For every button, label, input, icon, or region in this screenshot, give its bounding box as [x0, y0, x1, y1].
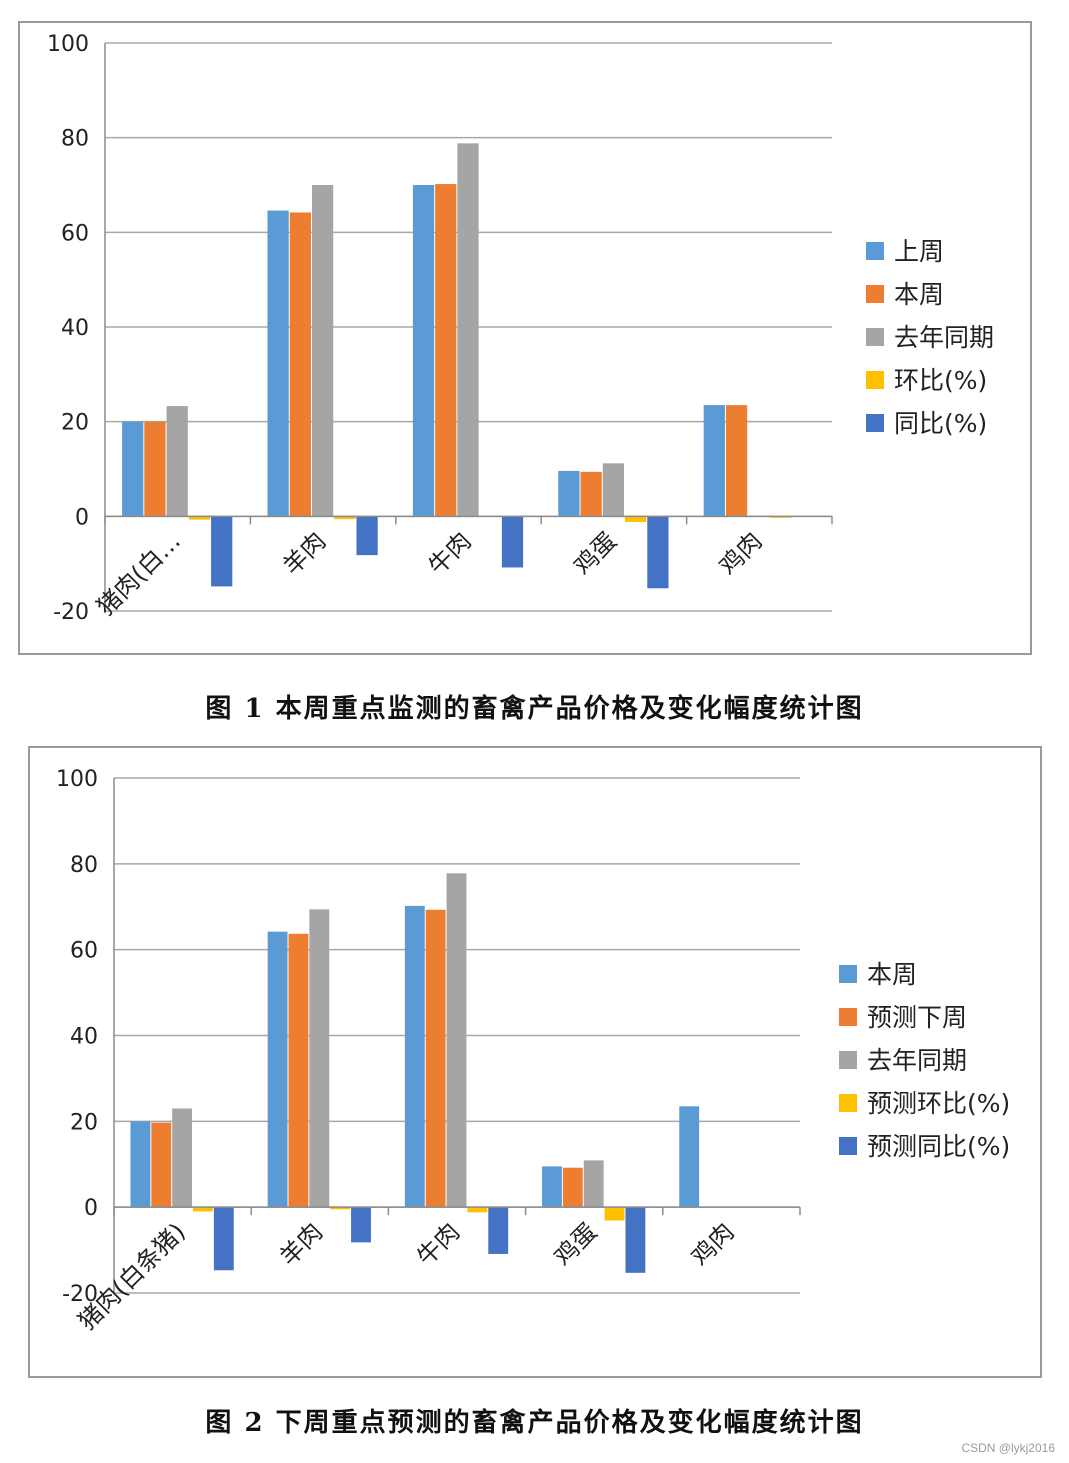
chart-1-bar-s1-c4	[725, 405, 748, 517]
chart-1-frame	[18, 21, 1032, 655]
chart-1-y-tick-label: 60	[61, 221, 89, 246]
chart-2-legend-swatch	[839, 1008, 857, 1026]
chart-1-y-tick-label: 20	[61, 411, 89, 436]
chart-2-bar-s4-c3	[625, 1207, 646, 1273]
chart-1-legend-label: 上周	[894, 237, 944, 266]
chart-2-legend-swatch	[839, 965, 857, 983]
chart-2-bar-s0-c0	[130, 1121, 151, 1208]
chart-1-legend-label: 去年同期	[894, 323, 994, 352]
chart-2-legend-label: 预测同比(%)	[867, 1132, 1010, 1161]
chart-1-bar-s3-c0	[188, 516, 211, 520]
chart-2-bar-s4-c2	[488, 1207, 509, 1254]
chart-1-y-tick-label: 40	[61, 316, 89, 341]
chart-1-bar-s2-c2	[457, 143, 479, 517]
chart-2-bar-s4-c1	[351, 1207, 371, 1243]
chart-1-legend-swatch	[866, 285, 884, 303]
chart-2-bar-s1-c0	[151, 1122, 172, 1208]
chart-1-legend-label: 环比(%)	[894, 366, 987, 395]
chart-2-bar-s3-c3	[604, 1207, 625, 1221]
chart-1-legend-swatch	[866, 414, 884, 432]
chart-2-y-tick-label: 60	[70, 939, 98, 964]
chart-1-bar-s4-c1	[356, 516, 378, 556]
chart-2-bar-s2-c0	[172, 1108, 193, 1208]
chart-2-y-tick-label: 20	[70, 1110, 98, 1135]
chart-1-bar-s1-c3	[580, 471, 602, 517]
chart-2-y-tick-label: 40	[70, 1025, 98, 1050]
chart-2-bar-s1-c2	[425, 909, 446, 1208]
chart-1-legend-swatch	[866, 328, 884, 346]
chart-1-bar-s3-c3	[625, 516, 647, 523]
chart-2-legend-label: 预测下周	[867, 1003, 967, 1032]
chart-2-y-tick-label: 100	[56, 767, 98, 792]
chart-1-legend-swatch	[866, 371, 884, 389]
chart-2-bar-s0-c4	[679, 1106, 700, 1208]
chart-1-bar-s2-c0	[166, 406, 188, 517]
chart-2-y-tick-label: -20	[62, 1282, 98, 1307]
chart-1-bar-s1-c2	[435, 184, 457, 517]
chart-2-legend-label: 去年同期	[867, 1046, 967, 1075]
chart-2-bar-s1-c1	[288, 933, 309, 1208]
chart-2-bar-s2-c1	[309, 909, 330, 1208]
chart-1-bar-s0-c3	[558, 470, 580, 517]
chart-1-bar-s4-c0	[211, 516, 233, 587]
chart-2-bar-s0-c3	[542, 1166, 562, 1208]
chart-2-legend-swatch	[839, 1051, 857, 1069]
chart-2-bar-s0-c1	[267, 931, 288, 1208]
chart-2-bar-s4-c0	[213, 1207, 234, 1271]
chart-1-legend-label: 本周	[894, 280, 944, 309]
chart-2-legend-label: 预测环比(%)	[867, 1089, 1010, 1118]
chart-2-y-tick-label: 80	[70, 853, 98, 878]
chart-2-caption: 图 2 下周重点预测的畜禽产品价格及变化幅度统计图	[205, 1408, 864, 1438]
chart-1-legend-label: 同比(%)	[894, 409, 987, 438]
chart-1-bar-s3-c1	[334, 516, 356, 520]
chart-1-bar-s0-c1	[267, 210, 289, 517]
chart-2-bar-s3-c2	[467, 1207, 488, 1213]
chart-1-caption: 图 1 本周重点监测的畜禽产品价格及变化幅度统计图	[205, 694, 864, 724]
chart-2-bar-s2-c2	[446, 873, 467, 1208]
chart-1-bar-s0-c2	[412, 185, 435, 517]
chart-1-bar-s2-c1	[311, 185, 334, 517]
chart-2-y-tick-label: 0	[84, 1196, 98, 1221]
chart-1-bar-s2-c3	[602, 463, 625, 517]
chart-1-bar-s4-c3	[647, 516, 669, 589]
chart-2-bar-s0-c2	[404, 905, 425, 1208]
chart-2-bar-s3-c0	[193, 1207, 213, 1212]
chart-1-y-tick-label: -20	[53, 600, 89, 625]
chart-2-legend-label: 本周	[867, 960, 917, 989]
chart-2-legend-swatch	[839, 1094, 857, 1112]
chart-2-bar-s3-c1	[330, 1207, 351, 1210]
chart-2-frame	[28, 746, 1042, 1378]
chart-1-bar-s0-c0	[122, 421, 144, 517]
chart-1-bar-s1-c0	[144, 421, 166, 517]
chart-1-y-tick-label: 100	[47, 32, 89, 57]
chart-2-bar-s2-c3	[583, 1160, 604, 1208]
watermark-text: CSDN @lykj2016	[961, 1441, 1055, 1455]
chart-1-y-tick-label: 80	[61, 127, 89, 152]
chart-1-y-tick-label: 0	[75, 505, 89, 530]
chart-2-bar-s1-c3	[562, 1167, 583, 1208]
chart-1-bar-s1-c1	[289, 212, 311, 517]
chart-1-legend-swatch	[866, 242, 884, 260]
chart-1-bar-s0-c4	[703, 405, 725, 517]
chart-2-legend-swatch	[839, 1137, 857, 1155]
chart-1-bar-s4-c2	[501, 516, 524, 568]
